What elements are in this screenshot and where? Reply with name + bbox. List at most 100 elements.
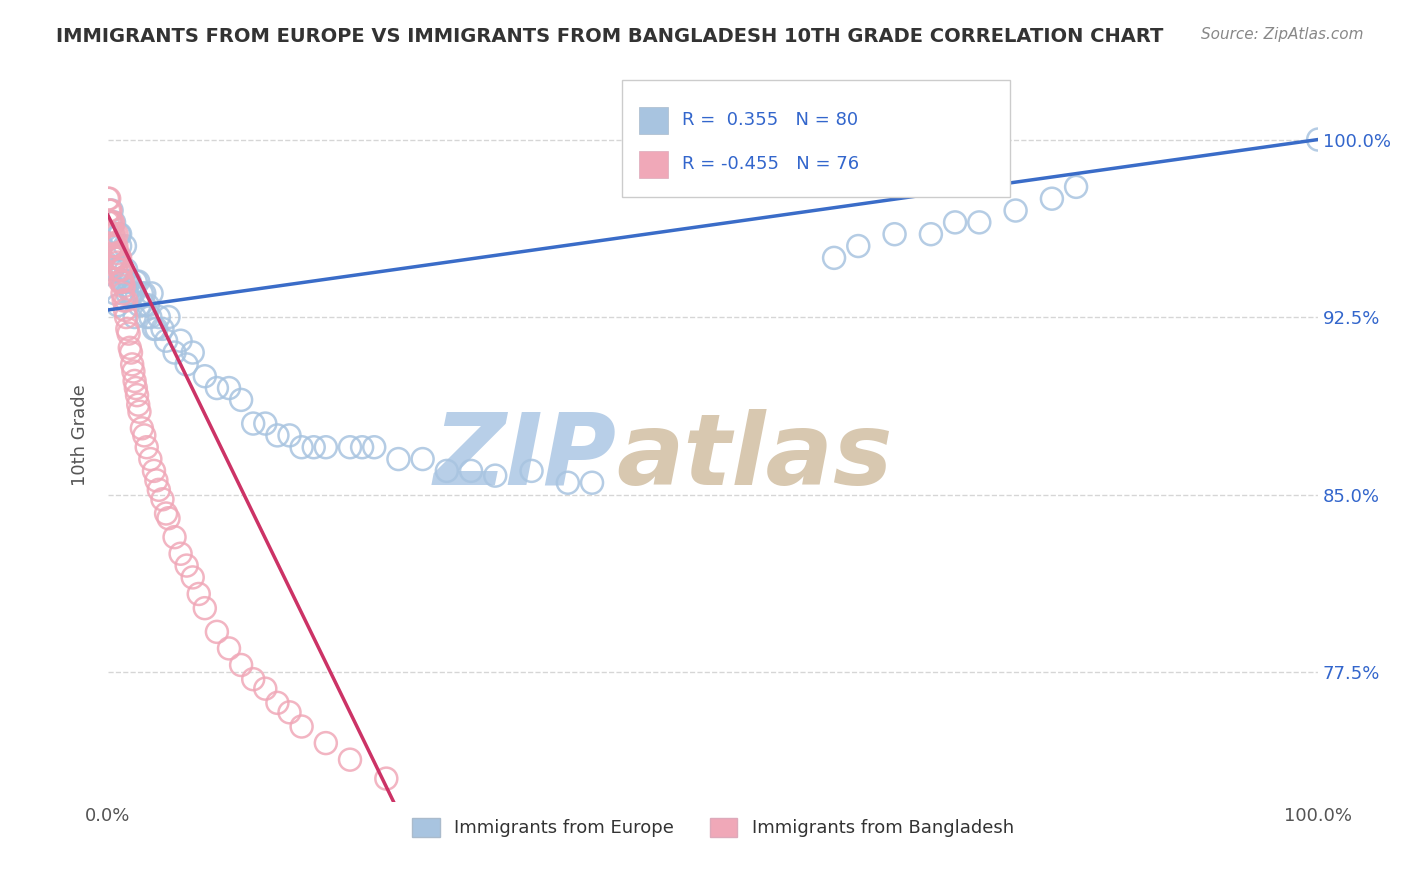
Point [131,421,153,435]
Point [105,251,128,265]
Point [387,452,409,467]
Point [1040,192,1063,206]
Point [101,215,124,229]
Point [105,227,128,242]
Point [1308,132,1330,146]
Point [157,511,180,525]
Point [112,293,135,308]
Point [163,530,186,544]
Point [339,440,361,454]
Point [145,322,167,336]
Text: R =  0.355   N = 80: R = 0.355 N = 80 [682,111,858,128]
Point [107,298,129,312]
Point [104,251,127,265]
Point [105,239,128,253]
Point [920,227,942,242]
Point [254,417,277,431]
Point [111,286,134,301]
Point [127,275,149,289]
Point [1064,179,1087,194]
FancyBboxPatch shape [640,107,668,134]
Point [155,334,177,348]
Point [100,203,122,218]
Point [107,255,129,269]
Point [108,227,131,242]
Text: ZIP: ZIP [433,409,616,506]
Point [125,388,148,402]
Point [1004,203,1026,218]
Point [581,475,603,490]
Point [108,227,131,242]
Point [120,345,142,359]
Point [120,286,142,301]
Point [108,262,131,277]
Point [108,251,131,265]
Point [278,706,301,720]
Point [121,286,143,301]
Point [112,279,135,293]
Point [101,227,124,242]
Point [194,369,217,384]
Point [139,310,162,324]
Point [134,428,156,442]
Point [125,381,148,395]
Point [291,440,314,454]
Point [278,428,301,442]
Point [108,262,131,277]
Point [98,192,121,206]
Point [194,601,217,615]
Point [229,392,252,407]
Point [111,275,134,289]
Legend: Immigrants from Europe, Immigrants from Bangladesh: Immigrants from Europe, Immigrants from … [405,811,1021,845]
Point [110,262,132,277]
Point [115,293,138,308]
Point [110,275,132,289]
Point [121,358,143,372]
Point [115,275,138,289]
Point [155,507,177,521]
Point [143,322,166,336]
Point [134,298,156,312]
Point [883,227,905,242]
Point [98,203,121,218]
Text: Source: ZipAtlas.com: Source: ZipAtlas.com [1201,27,1364,42]
Point [107,246,129,260]
Point [205,381,228,395]
Point [108,239,131,253]
Point [315,736,337,750]
Text: R = -0.455   N = 76: R = -0.455 N = 76 [682,155,859,173]
Point [131,286,153,301]
Point [266,696,288,710]
Point [100,203,122,218]
Point [98,227,121,242]
Point [100,215,122,229]
Point [218,381,240,395]
Point [846,239,869,253]
FancyBboxPatch shape [640,151,668,178]
Point [115,262,138,277]
Point [108,275,131,289]
Point [148,310,170,324]
Point [520,464,543,478]
Point [104,286,127,301]
Point [557,475,579,490]
Point [163,345,186,359]
Point [108,251,131,265]
Point [103,251,125,265]
Text: atlas: atlas [616,409,893,506]
Point [352,440,374,454]
Point [128,405,150,419]
Point [139,452,162,467]
Point [101,239,124,253]
Point [103,227,125,242]
Point [122,364,145,378]
Point [291,719,314,733]
Point [136,298,159,312]
Point [117,322,139,336]
Point [105,262,128,277]
Point [125,275,148,289]
Point [118,275,141,289]
Point [100,239,122,253]
Point [176,558,198,573]
Point [143,464,166,478]
